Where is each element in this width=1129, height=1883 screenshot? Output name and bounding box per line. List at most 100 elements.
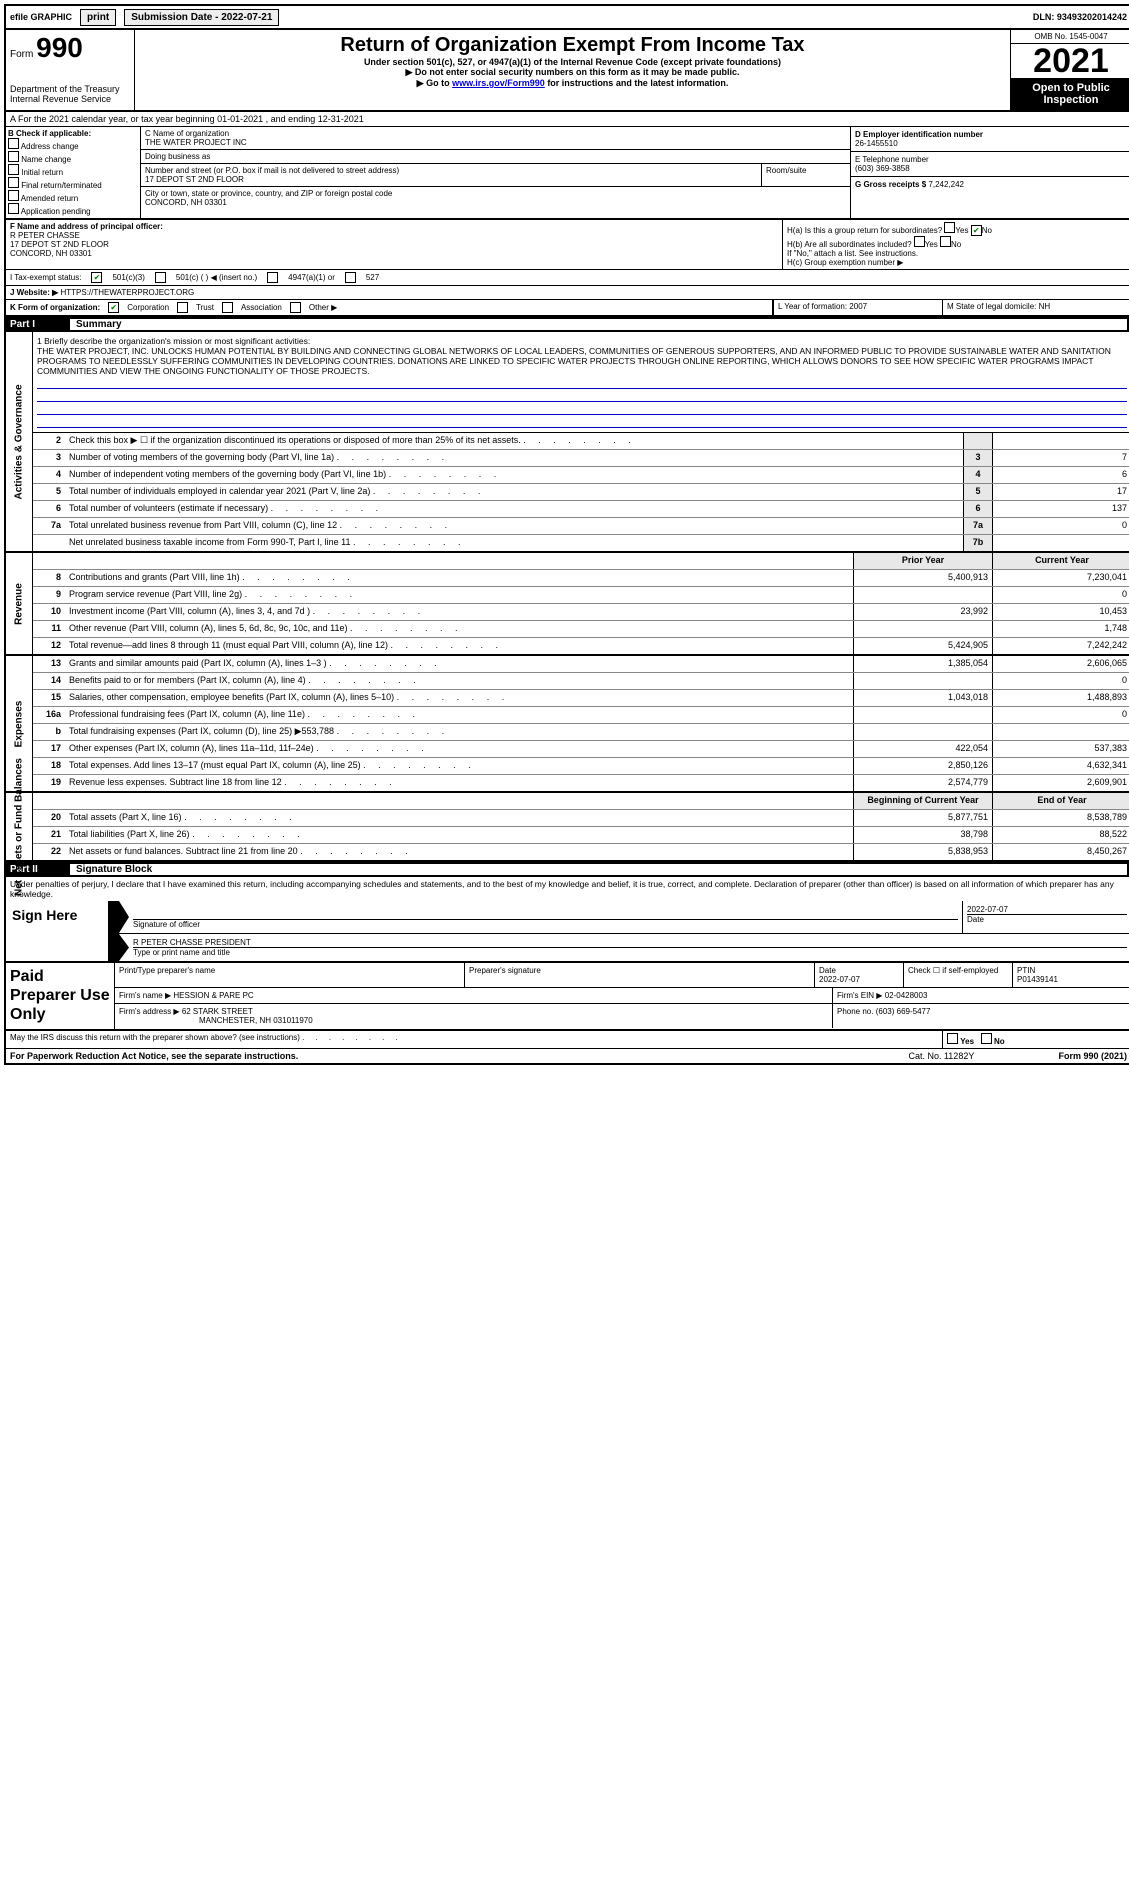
sign-here-label: Sign Here	[6, 901, 109, 961]
chk-address-change[interactable]	[8, 138, 19, 149]
chk-other[interactable]	[290, 302, 301, 313]
lbl-527: 527	[366, 273, 379, 282]
data-line: 13Grants and similar amounts paid (Part …	[33, 656, 1129, 673]
lbl-other: Other ▶	[309, 303, 337, 312]
gross-value: 7,242,242	[928, 180, 964, 189]
officer-addr2: CONCORD, NH 03301	[10, 249, 778, 258]
form-of-org-row: K Form of organization: Corporation Trus…	[4, 300, 1129, 317]
chk-corp[interactable]	[108, 302, 119, 313]
efile-label: efile GRAPHIC	[10, 12, 72, 22]
website-row: J Website: ▶ HTTPS://THEWATERPROJECT.ORG	[4, 286, 1129, 300]
print-name-label: Type or print name and title	[133, 947, 1127, 957]
chk-initial-return[interactable]	[8, 164, 19, 175]
lbl-amended: Amended return	[21, 194, 78, 203]
gross-label: G Gross receipts $	[855, 180, 926, 189]
chk-application-pending[interactable]	[8, 203, 19, 214]
hb-label: H(b) Are all subordinates included?	[787, 240, 912, 249]
chk-trust[interactable]	[177, 302, 188, 313]
data-line: 9Program service revenue (Part VIII, lin…	[33, 587, 1129, 604]
ha-yes[interactable]	[944, 222, 955, 233]
officer-label: F Name and address of principal officer:	[10, 222, 778, 231]
sign-arrow-icon	[109, 901, 129, 933]
gov-line: 5Total number of individuals employed in…	[33, 484, 1129, 501]
chk-name-change[interactable]	[8, 151, 19, 162]
paid-preparer-label: Paid Preparer Use Only	[6, 963, 115, 1029]
open-to-public: Open to Public Inspection	[1011, 78, 1129, 110]
part1-title: Summary	[70, 319, 1127, 330]
website-label: J Website: ▶	[10, 288, 58, 297]
preparer-sig-hdr: Preparer's signature	[465, 963, 815, 987]
data-line: 19Revenue less expenses. Subtract line 1…	[33, 775, 1129, 791]
firm-phone-label: Phone no.	[837, 1007, 873, 1016]
hb-no[interactable]	[940, 236, 951, 247]
dept-treasury: Department of the Treasury	[10, 84, 130, 94]
preparer-name-hdr: Print/Type preparer's name	[115, 963, 465, 987]
paid-preparer-block: Paid Preparer Use Only Print/Type prepar…	[4, 963, 1129, 1031]
chk-4947[interactable]	[267, 272, 278, 283]
chk-501c[interactable]	[155, 272, 166, 283]
hb-line: H(b) Are all subordinates included? Yes …	[787, 236, 1127, 249]
governance-section: Activities & Governance 1 Briefly descri…	[4, 332, 1129, 553]
data-line: 8Contributions and grants (Part VIII, li…	[33, 570, 1129, 587]
print-button[interactable]: print	[80, 9, 116, 26]
firm-name: HESSION & PARE PC	[173, 991, 253, 1000]
k-label: K Form of organization:	[10, 303, 100, 312]
hb-note: If "No," attach a list. See instructions…	[787, 249, 1127, 258]
state-domicile: M State of legal domicile: NH	[942, 300, 1129, 315]
chk-amended-return[interactable]	[8, 190, 19, 201]
sign-date-label: Date	[967, 914, 1127, 924]
gov-line: 2Check this box ▶ ☐ if the organization …	[33, 433, 1129, 450]
chk-final-return[interactable]	[8, 177, 19, 188]
part2-header: Part II Signature Block	[4, 862, 1129, 877]
firm-phone: (603) 669-5477	[876, 1007, 931, 1016]
gov-line: 3Number of voting members of the governi…	[33, 450, 1129, 467]
ein-value: 26-1455510	[855, 139, 1127, 148]
irs-link[interactable]: www.irs.gov/Form990	[452, 78, 545, 88]
ha-no[interactable]	[971, 225, 982, 236]
phone-value: (603) 369-3858	[855, 164, 1127, 173]
lbl-501c3: 501(c)(3)	[112, 273, 144, 282]
chk-assoc[interactable]	[222, 302, 233, 313]
end-year-hdr: End of Year	[992, 793, 1129, 809]
entity-block: B Check if applicable: Address change Na…	[4, 127, 1129, 220]
firm-addr2: MANCHESTER, NH 031011970	[199, 1016, 313, 1025]
website-url: HTTPS://THEWATERPROJECT.ORG	[60, 288, 194, 297]
discuss-no[interactable]	[981, 1033, 992, 1044]
lbl-final-return: Final return/terminated	[21, 181, 101, 190]
data-line: 12Total revenue—add lines 8 through 11 (…	[33, 638, 1129, 654]
net-header-row: Beginning of Current Year End of Year	[33, 793, 1129, 810]
strip-expenses: Expenses	[14, 700, 25, 747]
chk-527[interactable]	[345, 272, 356, 283]
gov-line: 6Total number of volunteers (estimate if…	[33, 501, 1129, 518]
box-b-header: B Check if applicable:	[8, 129, 138, 138]
firm-name-label: Firm's name ▶	[119, 991, 171, 1000]
prep-date-hdr: Date	[819, 966, 836, 975]
street-value: 17 DEPOT ST 2ND FLOOR	[145, 175, 757, 184]
revenue-section: Revenue Prior Year Current Year 8Contrib…	[4, 553, 1129, 656]
chk-501c3[interactable]	[91, 272, 102, 283]
strip-net-assets: Net Assets or Fund Balances	[14, 757, 25, 895]
cat-no: Cat. No. 11282Y	[908, 1051, 1058, 1061]
discuss-label: May the IRS discuss this return with the…	[6, 1031, 943, 1048]
ssn-warning: ▶ Do not enter social security numbers o…	[139, 67, 1006, 78]
current-year-hdr: Current Year	[992, 553, 1129, 569]
mission-text: THE WATER PROJECT, INC. UNLOCKS HUMAN PO…	[37, 346, 1127, 376]
discuss-yes[interactable]	[947, 1033, 958, 1044]
sign-here-block: Sign Here Signature of officer 2022-07-0…	[4, 901, 1129, 963]
data-line: 17Other expenses (Part IX, column (A), l…	[33, 741, 1129, 758]
room-label: Room/suite	[762, 164, 850, 186]
hb-yes[interactable]	[914, 236, 925, 247]
year-header-row: Prior Year Current Year	[33, 553, 1129, 570]
irs-label: Internal Revenue Service	[10, 94, 130, 104]
lbl-initial-return: Initial return	[21, 168, 63, 177]
officer-name: R PETER CHASSE	[10, 231, 778, 240]
paperwork-notice: For Paperwork Reduction Act Notice, see …	[10, 1051, 908, 1061]
status-label: I Tax-exempt status:	[10, 273, 81, 282]
strip-revenue: Revenue	[14, 583, 25, 625]
part2-title: Signature Block	[70, 864, 1127, 875]
data-line: 20Total assets (Part X, line 16)5,877,75…	[33, 810, 1129, 827]
gov-line: 4Number of independent voting members of…	[33, 467, 1129, 484]
data-line: 15Salaries, other compensation, employee…	[33, 690, 1129, 707]
mission-lead: 1 Briefly describe the organization's mi…	[37, 336, 1127, 346]
prior-year-hdr: Prior Year	[853, 553, 992, 569]
